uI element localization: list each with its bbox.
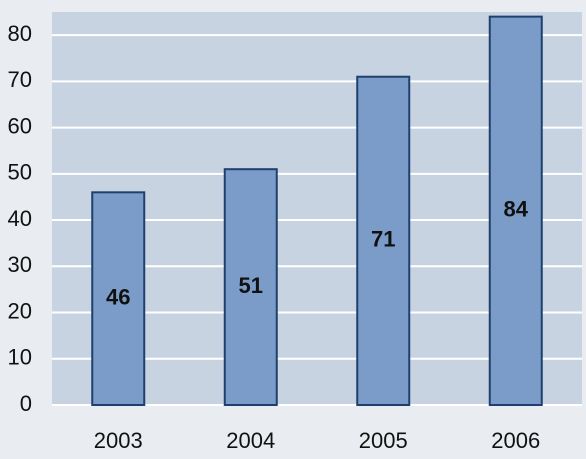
y-tick-label: 40 [8, 206, 32, 231]
y-tick-label: 50 [8, 160, 32, 185]
bar [223, 168, 278, 406]
y-tick-label: 30 [8, 252, 32, 277]
x-tick-label: 2004 [226, 428, 275, 453]
bar [488, 15, 543, 406]
value-label: 84 [504, 197, 529, 222]
value-label: 71 [371, 227, 395, 252]
y-tick-label: 70 [8, 67, 32, 92]
y-tick-label: 20 [8, 298, 32, 323]
bar [91, 191, 146, 406]
value-label: 51 [239, 273, 263, 298]
value-label: 46 [106, 284, 130, 309]
x-tick-label: 2005 [359, 428, 408, 453]
y-tick-label: 0 [20, 391, 32, 416]
y-tick-label: 80 [8, 21, 32, 46]
y-tick-label: 60 [8, 113, 32, 138]
x-tick-label: 2003 [94, 428, 143, 453]
y-tick-label: 10 [8, 345, 32, 370]
bar [356, 75, 411, 407]
x-tick-label: 2006 [491, 428, 540, 453]
